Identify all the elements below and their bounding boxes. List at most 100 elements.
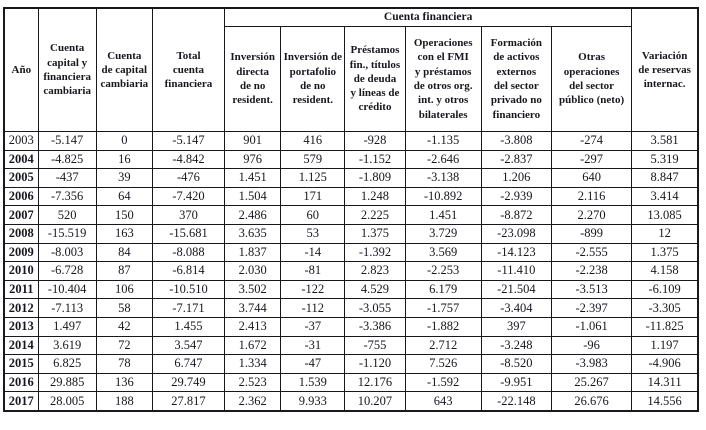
- table-row: 2013 1.497 42 1.455 2.413 -37 -3.386 -1.882 397-…: [3, 316, 699, 337]
- table-row: 2003 -5.147 0 -5.147 901 416 -928 -1.135 -3.808-…: [3, 131, 699, 151]
- value-cell: 136: [95, 372, 153, 393]
- value-cell: 13.085: [631, 205, 699, 225]
- value-cell: 3.581: [631, 131, 699, 151]
- year-cell: 2009: [3, 242, 39, 263]
- value-cell: -2.238: [550, 261, 633, 281]
- value-cell: 643: [404, 391, 482, 412]
- value-cell: -9.951: [480, 372, 552, 393]
- value-cell: -11.410: [480, 261, 552, 281]
- year-cell: 2007: [3, 205, 39, 225]
- value-cell: 1.497: [37, 316, 97, 337]
- value-cell: 4.529: [344, 279, 406, 300]
- table-row: 2015 6.825 78 6.747 1.334 -47 -1.120 7.526 -8.52…: [3, 354, 699, 374]
- table-row: 2016 29.885 136 29.749 2.523 1.539 12.176 -1.59…: [3, 372, 699, 393]
- value-cell: 163: [95, 223, 153, 244]
- value-cell: 6.747: [151, 354, 226, 374]
- value-cell: -1.592: [404, 372, 482, 393]
- value-cell: -10.510: [151, 279, 226, 300]
- value-cell: 1.451: [404, 205, 482, 225]
- value-cell: 3.569: [404, 242, 482, 263]
- value-cell: 3.744: [224, 298, 282, 318]
- value-cell: 2.823: [344, 261, 406, 281]
- value-cell: 1.672: [224, 335, 282, 356]
- value-cell: 3.635: [224, 223, 282, 244]
- year-cell: 2011: [3, 279, 39, 300]
- value-cell: 1.125: [280, 168, 346, 188]
- value-cell: 2.030: [224, 261, 282, 281]
- value-cell: 9.933: [280, 391, 346, 412]
- value-cell: 12.176: [344, 372, 406, 393]
- value-cell: 150: [95, 205, 153, 225]
- value-cell: -14: [280, 242, 346, 263]
- table-body: 2003 -5.147 0 -5.147 901 416 -928 -1.135 -3.808-…: [3, 131, 699, 412]
- value-cell: -928: [344, 131, 406, 151]
- value-cell: -112: [280, 298, 346, 318]
- value-cell: 28.005: [37, 391, 97, 412]
- value-cell: 1.334: [224, 354, 282, 374]
- value-cell: 12: [631, 223, 699, 244]
- value-cell: 579: [280, 149, 346, 170]
- value-cell: -4.825: [37, 149, 97, 170]
- value-cell: -5.147: [37, 131, 97, 151]
- value-cell: -1.809: [344, 168, 406, 188]
- value-cell: 64: [95, 186, 153, 207]
- value-cell: 640: [550, 168, 633, 188]
- value-cell: -2.646: [404, 149, 482, 170]
- column-header-inversion-portafolio: Inversión de portafolio de no resident.: [280, 26, 346, 132]
- value-cell: -8.872: [480, 205, 552, 225]
- column-header-prestamos: Préstamos fin., títulos de deuda y línea…: [344, 26, 406, 132]
- year-cell: 2016: [3, 372, 39, 393]
- value-cell: -22.148: [480, 391, 552, 412]
- value-cell: -3.513: [550, 279, 633, 300]
- value-cell: -15.519: [37, 223, 97, 244]
- table-row: 2017 28.005 188 27.817 2.362 9.933 10.207 643 -2…: [3, 391, 699, 412]
- value-cell: 901: [224, 131, 282, 151]
- value-cell: 2.116: [550, 186, 633, 207]
- value-cell: 26.676: [550, 391, 633, 412]
- value-cell: 14.556: [631, 391, 699, 412]
- value-cell: -11.825: [631, 316, 699, 337]
- value-cell: 1.206: [480, 168, 552, 188]
- table-row: 2009 -8.003 84 -8.088 1.837 -14 -1.392 3.569 -14…: [3, 242, 699, 263]
- value-cell: -3.386: [344, 316, 406, 337]
- value-cell: -755: [344, 335, 406, 356]
- value-cell: -10.892: [404, 186, 482, 207]
- value-cell: 416: [280, 131, 346, 151]
- year-cell: 2005: [3, 168, 39, 188]
- value-cell: -15.681: [151, 223, 226, 244]
- value-cell: 0: [95, 131, 153, 151]
- value-cell: -1.882: [404, 316, 482, 337]
- table-header: Año Cuenta capital y financiera cambiari…: [3, 7, 699, 132]
- value-cell: -1.061: [550, 316, 633, 337]
- value-cell: 3.619: [37, 335, 97, 356]
- value-cell: -3.055: [344, 298, 406, 318]
- value-cell: 1.248: [344, 186, 406, 207]
- value-cell: 1.451: [224, 168, 282, 188]
- value-cell: -3.305: [631, 298, 699, 318]
- value-cell: -2.939: [480, 186, 552, 207]
- value-cell: 1.837: [224, 242, 282, 263]
- value-cell: 16: [95, 149, 153, 170]
- value-cell: 3.414: [631, 186, 699, 207]
- value-cell: 87: [95, 261, 153, 281]
- value-cell: 106: [95, 279, 153, 300]
- value-cell: -8.003: [37, 242, 97, 263]
- value-cell: 3.729: [404, 223, 482, 244]
- value-cell: -47: [280, 354, 346, 374]
- year-cell: 2010: [3, 261, 39, 281]
- value-cell: 8.847: [631, 168, 699, 188]
- value-cell: -7.420: [151, 186, 226, 207]
- table-row: 2008 -15.519 163 -15.681 3.635 53 1.375 3.729 -2…: [3, 223, 699, 244]
- year-cell: 2013: [3, 316, 39, 337]
- value-cell: 2.413: [224, 316, 282, 337]
- column-header-total-cuenta-financiera: Total cuenta financiera: [151, 7, 226, 132]
- value-cell: 2.362: [224, 391, 282, 412]
- value-cell: -122: [280, 279, 346, 300]
- value-cell: 2.712: [404, 335, 482, 356]
- value-cell: -274: [550, 131, 633, 151]
- value-cell: -7.356: [37, 186, 97, 207]
- value-cell: -8.088: [151, 242, 226, 263]
- value-cell: 10.207: [344, 391, 406, 412]
- column-header-cuenta-de-capital: Cuenta de capital cambiaria: [95, 7, 153, 132]
- value-cell: -8.520: [480, 354, 552, 374]
